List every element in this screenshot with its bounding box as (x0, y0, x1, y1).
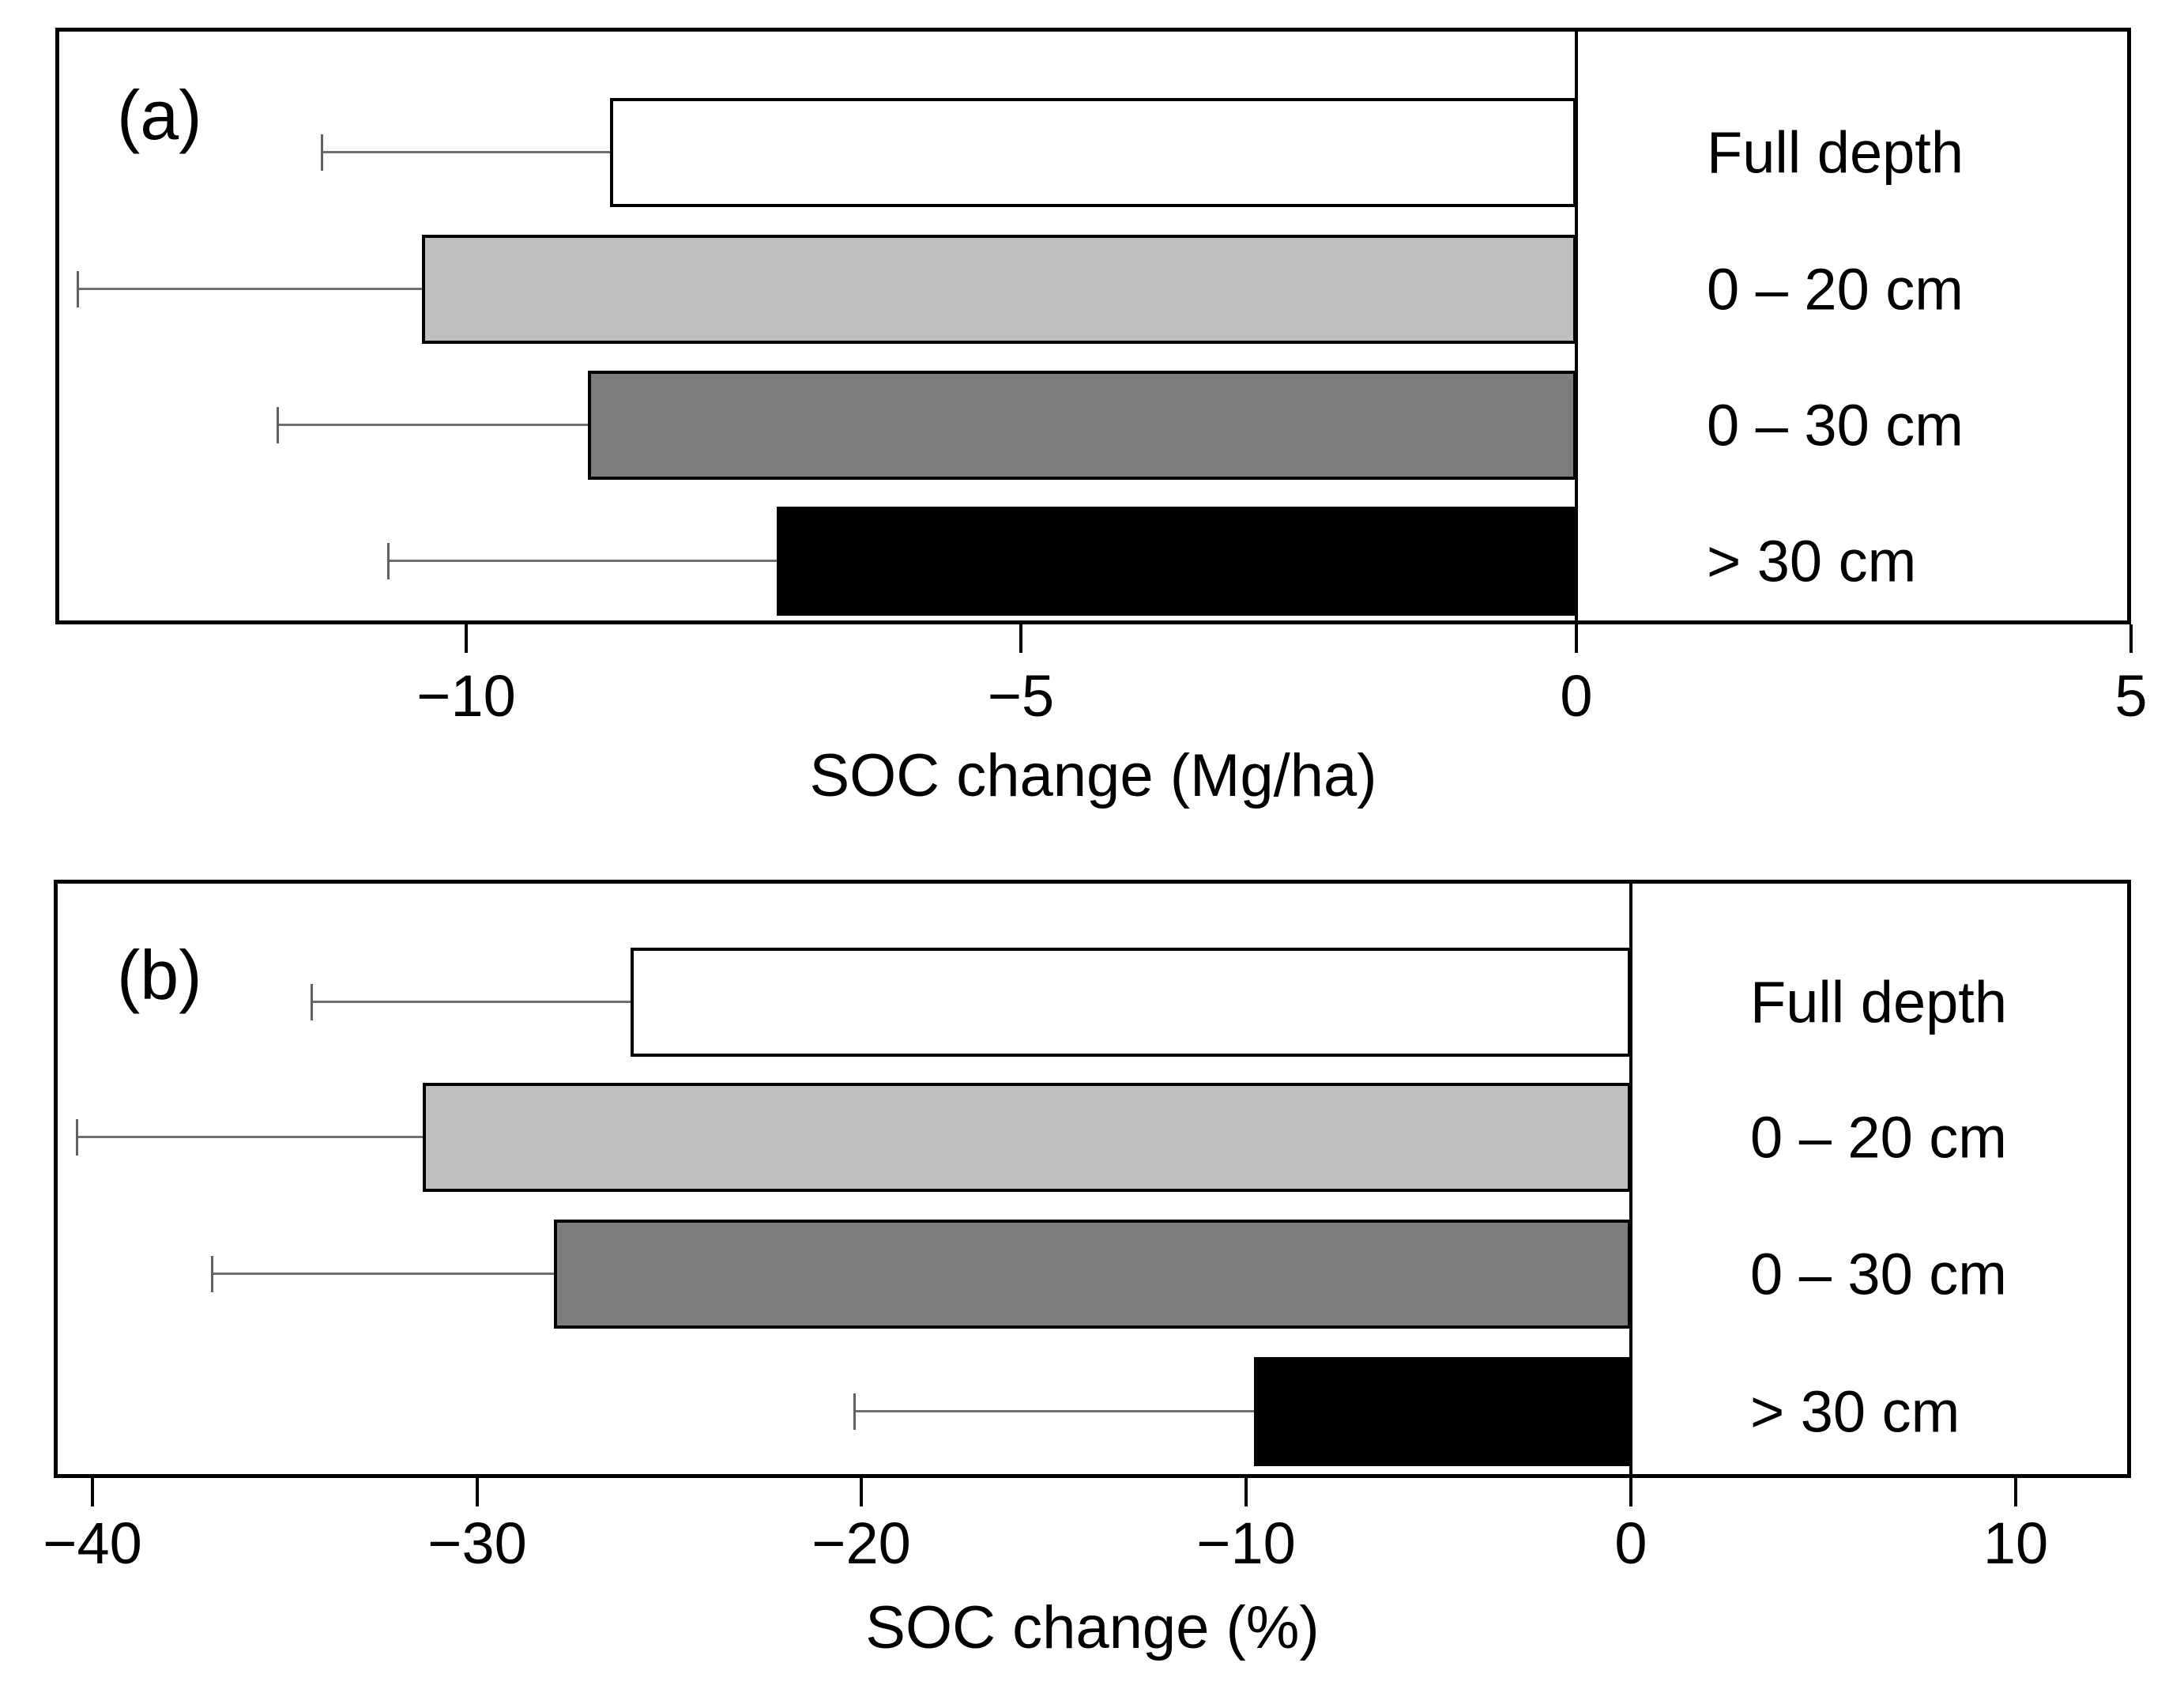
error-bar-cap-b-0-30-cm (211, 1256, 213, 1292)
legend-label-a-0-20-cm: 0 – 20 cm (1707, 256, 1964, 322)
error-bar-cap-a-full-depth (321, 134, 323, 171)
x-tick-b-5 (2014, 1478, 2017, 1506)
error-bar-b-0-20-cm (77, 1136, 423, 1138)
x-tick-label-b-2: −20 (811, 1510, 911, 1576)
error-bar-cap-a-0-20-cm (77, 271, 79, 307)
panel-letter-b: (b) (117, 936, 202, 1014)
bar-b-30-cm (1254, 1357, 1631, 1466)
error-bar-a-full-depth (322, 151, 610, 153)
x-axis-title-panel-b: SOC change (%) (865, 1594, 1320, 1661)
legend-label-b-0-30-cm: 0 – 30 cm (1750, 1241, 2007, 1307)
x-tick-b-4 (1629, 1478, 1632, 1506)
error-bar-cap-b-30-cm (853, 1393, 856, 1430)
x-tick-b-1 (476, 1478, 479, 1506)
x-tick-a-3 (2129, 624, 2133, 653)
error-bar-cap-b-0-20-cm (76, 1119, 78, 1156)
bar-a-0-20-cm (422, 235, 1576, 344)
x-axis-title-panel-a: SOC change (Mg/ha) (809, 742, 1377, 809)
legend-label-b-30-cm: > 30 cm (1750, 1378, 1960, 1445)
x-tick-a-1 (1019, 624, 1022, 653)
x-tick-label-a-3: 5 (2114, 663, 2148, 729)
error-bar-b-0-30-cm (212, 1273, 554, 1275)
x-tick-label-a-0: −10 (416, 663, 516, 729)
zero-line-b (1629, 880, 1632, 1478)
legend-label-b-0-20-cm: 0 – 20 cm (1750, 1104, 2007, 1171)
zero-line-a (1575, 28, 1578, 624)
legend-label-a-30-cm: > 30 cm (1707, 528, 1917, 594)
x-tick-b-2 (860, 1478, 863, 1506)
x-tick-a-2 (1575, 624, 1578, 653)
x-tick-label-b-3: −10 (1196, 1510, 1296, 1576)
error-bar-b-30-cm (854, 1410, 1254, 1412)
error-bar-cap-a-30-cm (387, 543, 390, 579)
x-tick-label-a-2: 0 (1560, 663, 1593, 729)
x-tick-b-3 (1245, 1478, 1248, 1506)
error-bar-b-full-depth (311, 1001, 631, 1003)
error-bar-cap-a-0-30-cm (277, 407, 279, 443)
bar-b-full-depth (631, 948, 1631, 1057)
legend-label-b-full-depth: Full depth (1750, 969, 2007, 1035)
x-tick-label-b-4: 0 (1614, 1510, 1647, 1576)
error-bar-cap-b-full-depth (311, 984, 313, 1020)
error-bar-a-30-cm (388, 560, 777, 562)
x-tick-label-a-1: −5 (987, 663, 1055, 729)
error-bar-a-0-20-cm (77, 288, 422, 290)
panel-letter-a: (a) (117, 76, 202, 154)
bar-b-0-30-cm (554, 1220, 1631, 1329)
error-bar-a-0-30-cm (277, 424, 588, 426)
bar-a-full-depth (610, 98, 1576, 207)
x-tick-label-b-5: 10 (1983, 1510, 2049, 1576)
x-tick-label-b-1: −30 (427, 1510, 527, 1576)
x-tick-label-b-0: −40 (43, 1510, 142, 1576)
legend-label-a-full-depth: Full depth (1707, 119, 1964, 186)
legend-label-a-0-30-cm: 0 – 30 cm (1707, 392, 1964, 458)
x-tick-a-0 (465, 624, 468, 653)
bar-b-0-20-cm (423, 1083, 1631, 1192)
bar-a-0-30-cm (588, 371, 1576, 480)
x-tick-b-0 (91, 1478, 94, 1506)
bar-a-30-cm (777, 507, 1576, 616)
